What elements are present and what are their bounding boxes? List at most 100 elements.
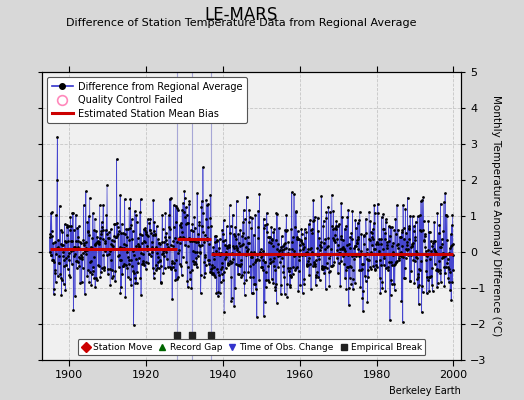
Point	[152, 223, 161, 230]
Point	[446, 243, 455, 249]
Point	[234, 271, 243, 277]
Point	[375, 236, 384, 243]
Point	[165, 224, 173, 230]
Point	[265, 279, 273, 286]
Point	[316, 247, 324, 253]
Point	[51, 238, 59, 245]
Point	[101, 248, 109, 254]
Point	[300, 226, 309, 232]
Point	[103, 252, 111, 258]
Point	[85, 279, 93, 285]
Point	[172, 276, 181, 283]
Point	[409, 228, 418, 234]
Point	[110, 220, 118, 227]
Text: Berkeley Earth: Berkeley Earth	[389, 386, 461, 396]
Point	[390, 227, 398, 234]
Point	[340, 246, 348, 252]
Point	[234, 270, 242, 277]
Point	[267, 259, 275, 266]
Point	[291, 267, 299, 274]
Point	[203, 234, 212, 241]
Point	[200, 232, 209, 238]
Point	[208, 271, 216, 277]
Point	[257, 254, 265, 260]
Point	[339, 214, 347, 220]
Point	[444, 266, 453, 272]
Point	[61, 238, 70, 245]
Point	[90, 240, 99, 247]
Point	[159, 269, 168, 276]
Point	[259, 216, 268, 222]
Point	[88, 235, 96, 241]
Point	[237, 261, 246, 267]
Point	[274, 253, 282, 259]
Point	[80, 248, 89, 254]
Point	[80, 202, 88, 208]
Point	[197, 204, 205, 211]
Point	[76, 280, 84, 286]
Point	[241, 235, 249, 242]
Point	[281, 245, 290, 251]
Point	[248, 215, 256, 221]
Point	[333, 254, 341, 261]
Point	[275, 248, 283, 254]
Point	[332, 218, 341, 225]
Point	[260, 299, 269, 306]
Point	[124, 254, 133, 260]
Point	[401, 255, 410, 262]
Point	[62, 232, 71, 238]
Point	[115, 252, 124, 258]
Point	[414, 270, 422, 277]
Point	[442, 211, 450, 218]
Point	[366, 218, 375, 224]
Point	[245, 240, 253, 246]
Point	[204, 200, 212, 207]
Point	[266, 256, 274, 263]
Point	[48, 228, 56, 234]
Point	[258, 263, 267, 270]
Point	[155, 240, 163, 247]
Point	[172, 218, 180, 225]
Point	[124, 257, 133, 264]
Point	[376, 274, 384, 281]
Point	[390, 262, 399, 268]
Point	[250, 258, 259, 265]
Point	[365, 236, 374, 242]
Point	[345, 240, 353, 247]
Point	[282, 227, 291, 233]
Point	[69, 307, 78, 314]
Point	[440, 199, 448, 205]
Point	[262, 276, 270, 283]
Point	[213, 268, 222, 275]
Point	[162, 255, 171, 262]
Point	[188, 267, 196, 273]
Point	[180, 195, 189, 202]
Point	[283, 265, 292, 272]
Point	[272, 280, 280, 287]
Point	[224, 261, 233, 267]
Point	[195, 249, 204, 255]
Point	[147, 253, 156, 260]
Point	[431, 238, 440, 244]
Point	[247, 290, 256, 297]
Point	[75, 262, 83, 269]
Point	[324, 204, 333, 210]
Point	[53, 134, 61, 140]
Point	[340, 246, 348, 253]
Point	[377, 214, 386, 220]
Point	[347, 235, 356, 242]
Point	[146, 227, 154, 233]
Point	[243, 248, 252, 254]
Point	[400, 275, 408, 281]
Point	[285, 246, 293, 253]
Point	[304, 262, 313, 268]
Point	[162, 230, 170, 236]
Point	[297, 225, 305, 232]
Point	[313, 268, 321, 275]
Point	[60, 257, 69, 263]
Point	[210, 264, 219, 270]
Point	[279, 263, 287, 270]
Point	[72, 258, 80, 264]
Point	[259, 248, 267, 254]
Point	[69, 209, 77, 216]
